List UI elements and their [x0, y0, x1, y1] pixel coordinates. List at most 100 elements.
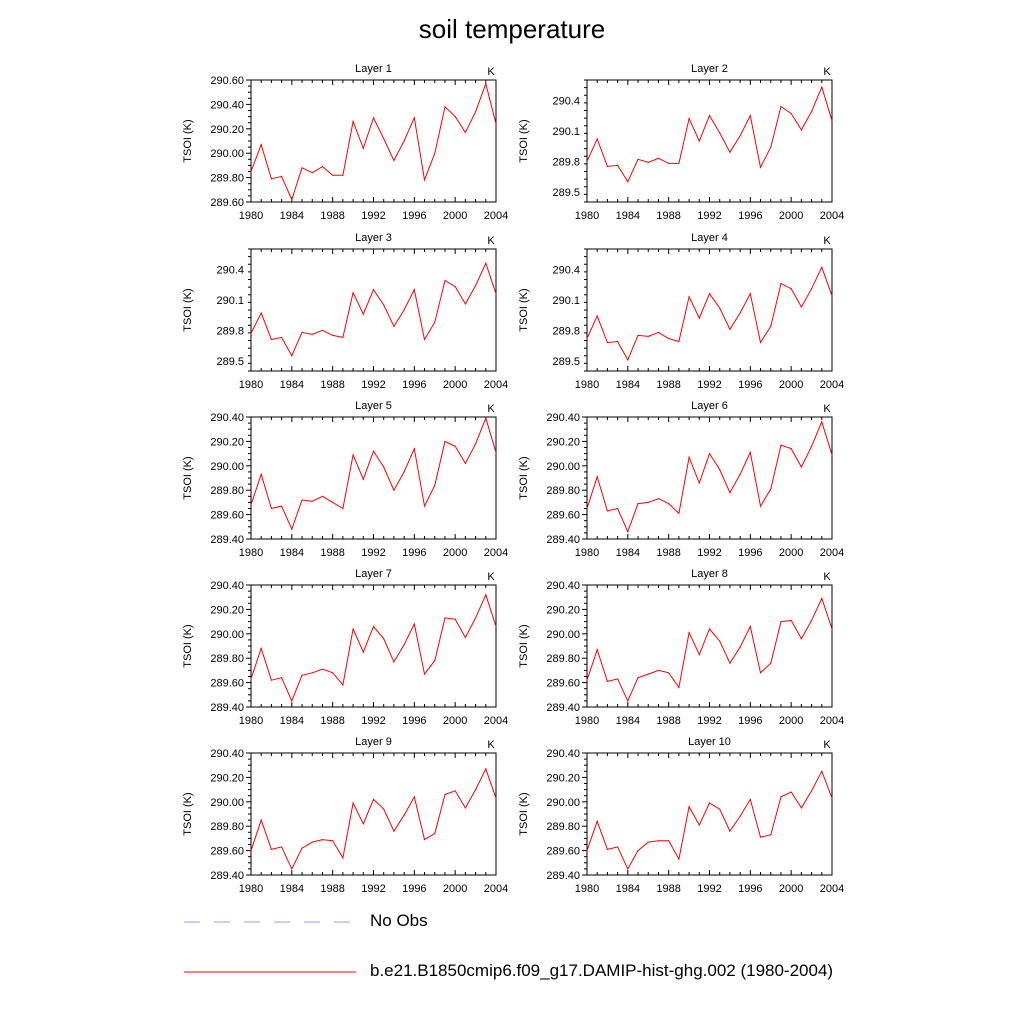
data-point	[678, 858, 680, 860]
data-point	[485, 768, 487, 770]
series-line	[250, 767, 497, 871]
y-tick-label: 290.00	[210, 461, 244, 473]
panel-unit-label: K	[823, 66, 831, 78]
y-tick-label: 290.40	[210, 748, 244, 760]
data-point	[759, 505, 762, 507]
x-tick-label: 1992	[361, 379, 385, 391]
data-point	[281, 175, 283, 177]
panel-unit-label: K	[823, 403, 831, 415]
panel-unit-label: K	[487, 66, 495, 78]
x-tick-label: 1988	[320, 210, 344, 222]
data-point	[291, 528, 293, 530]
x-tick-label: 1988	[320, 547, 344, 559]
y-tick-label: 289.80	[210, 653, 244, 665]
y-tick-label: 289.60	[210, 197, 244, 209]
panel-title: Layer 5	[355, 400, 392, 412]
data-point	[474, 617, 477, 619]
x-tick-label: 2004	[484, 210, 508, 222]
plot-frame	[586, 584, 833, 708]
x-tick-label: 1996	[738, 715, 762, 727]
x-tick-label: 2004	[820, 379, 844, 391]
data-point	[719, 640, 721, 642]
data-point	[495, 123, 497, 125]
data-point	[668, 503, 670, 505]
data-point	[413, 796, 415, 798]
data-point	[739, 646, 741, 648]
data-point	[321, 166, 324, 168]
data-point	[708, 453, 711, 455]
panel-layer-10: 1980 1984 1988 1992 1996 2000 2004 289.40 289.60…	[518, 736, 844, 895]
y-tick-label: 290.40	[210, 580, 244, 592]
panel-unit-label: K	[823, 235, 831, 247]
data-point	[403, 814, 405, 816]
x-tick-label: 2000	[779, 715, 803, 727]
data-point	[372, 117, 375, 119]
y-tick-label: 289.60	[546, 510, 580, 522]
data-point	[698, 140, 700, 142]
data-point	[291, 355, 293, 357]
data-point	[434, 321, 436, 323]
data-point	[332, 840, 334, 842]
chart-title: soil temperature	[418, 14, 606, 44]
data-point	[423, 505, 426, 507]
x-tick-label: 1996	[738, 210, 762, 222]
data-point	[657, 498, 660, 500]
data-point	[342, 507, 344, 510]
x-tick-label: 1992	[697, 379, 721, 391]
data-point	[668, 672, 670, 674]
series-line	[250, 82, 497, 202]
panel-title: Layer 2	[691, 63, 728, 75]
x-tick-label: 1988	[656, 210, 680, 222]
data-point	[617, 340, 619, 343]
data-point	[657, 157, 660, 159]
data-point	[617, 678, 619, 680]
panel-title: Layer 3	[355, 232, 392, 244]
panel-layer-2: 1980 1984 1988 1992 1996 2000 2004 289.5 289.8 29…	[518, 63, 844, 222]
panel-unit-label: K	[487, 739, 495, 751]
data-point	[810, 790, 813, 792]
plot-frame	[250, 248, 497, 372]
data-point	[250, 678, 252, 680]
y-tick-label: 290.20	[210, 604, 244, 616]
panel-layer-7: 1980 1984 1988 1992 1996 2000 2004 289.40 289.60…	[182, 568, 508, 727]
x-tick-label: 1996	[402, 210, 426, 222]
y-axis-label: TSOI (K)	[518, 288, 530, 331]
y-tick-label: 289.5	[552, 187, 580, 199]
data-point	[250, 332, 252, 334]
data-point	[637, 334, 639, 337]
data-point	[657, 669, 660, 672]
data-point	[444, 440, 446, 442]
data-point	[332, 501, 334, 503]
y-tick-label: 290.40	[546, 580, 580, 592]
data-point	[474, 285, 477, 287]
data-point	[770, 662, 772, 664]
panel-unit-label: K	[487, 235, 495, 247]
data-point	[342, 684, 344, 686]
data-point	[311, 841, 313, 843]
data-point	[321, 839, 324, 841]
data-point	[729, 151, 731, 153]
data-point	[464, 303, 466, 305]
y-axis-label: TSOI (K)	[182, 288, 194, 331]
data-point	[627, 700, 629, 702]
data-point	[474, 111, 477, 113]
data-point	[586, 507, 588, 510]
data-point	[352, 802, 354, 804]
data-point	[434, 660, 436, 662]
y-tick-label: 290.40	[210, 99, 244, 111]
y-tick-label: 289.40	[210, 534, 244, 546]
data-point	[831, 120, 833, 122]
x-tick-label: 1984	[280, 883, 304, 895]
y-tick-label: 290.20	[546, 604, 580, 616]
data-point	[250, 504, 252, 506]
x-tick-label: 1996	[402, 883, 426, 895]
data-point	[678, 162, 680, 164]
y-tick-label: 290.4	[552, 264, 580, 276]
panel-unit-label: K	[487, 571, 495, 583]
y-tick-label: 290.20	[210, 772, 244, 784]
data-point	[627, 531, 629, 533]
y-tick-label: 290.00	[546, 461, 580, 473]
x-tick-label: 1992	[361, 715, 385, 727]
data-point	[352, 292, 354, 294]
data-point	[423, 338, 426, 341]
